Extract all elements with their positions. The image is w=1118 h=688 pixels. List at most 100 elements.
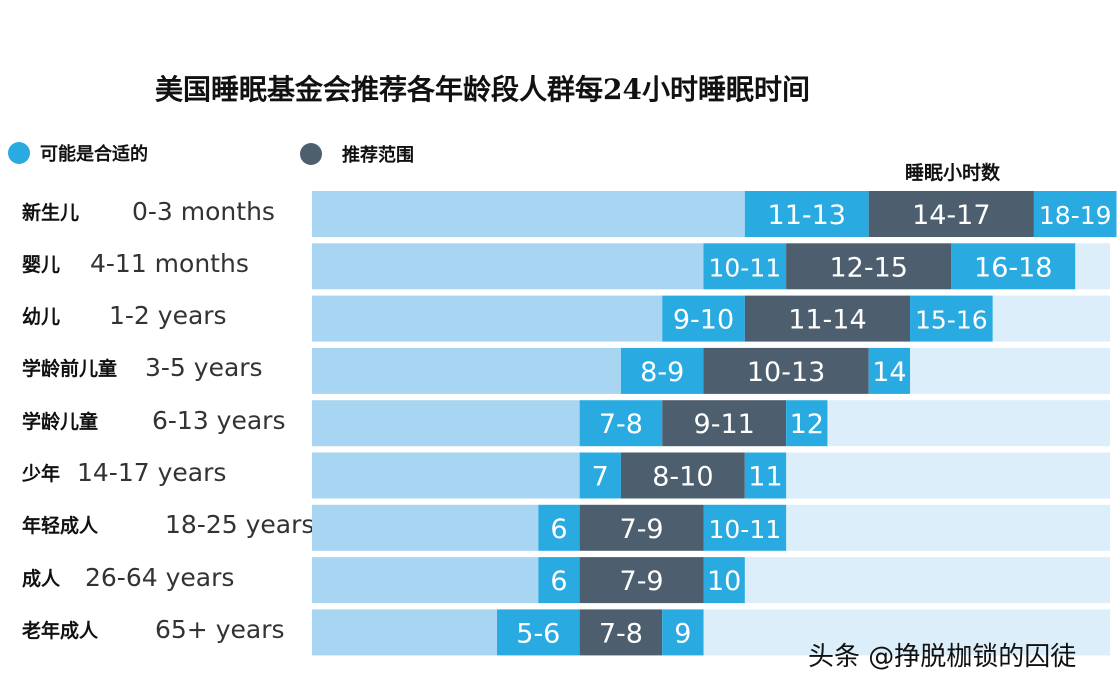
bar-background-right bbox=[703, 609, 1110, 656]
bar-segment-may-be-appropriate bbox=[786, 400, 828, 447]
bar-segment-recommended bbox=[703, 347, 869, 394]
bar-background-left bbox=[312, 347, 621, 394]
segment-label: 7 bbox=[592, 462, 609, 493]
segment-label: 6 bbox=[550, 566, 567, 597]
segment-label: 9-11 bbox=[694, 409, 755, 440]
bar-segment-may-be-appropriate bbox=[703, 504, 787, 551]
bar-segment-recommended bbox=[786, 243, 952, 290]
legend-item-recommended: 推荐范围 bbox=[300, 141, 414, 167]
chart-row: 11-13 14-17 18-19 bbox=[312, 191, 1117, 237]
segment-label: 15-16 bbox=[915, 306, 988, 335]
chart-row: 8-9 10-13 14 bbox=[312, 347, 1110, 394]
legend-dot-icon bbox=[300, 143, 322, 165]
row-label: 新生儿 0-3 months bbox=[22, 188, 275, 234]
row-label: 幼儿 1-2 years bbox=[22, 293, 227, 339]
segment-label: 7-9 bbox=[620, 514, 664, 545]
segment-label: 18-19 bbox=[1039, 201, 1112, 230]
age-group-label: 成人 bbox=[22, 567, 61, 590]
row-label: 老年成人 65+ years bbox=[22, 606, 285, 652]
legend-label: 可能是合适的 bbox=[40, 144, 148, 165]
row-label: 年轻成人 18-25 years bbox=[22, 502, 314, 548]
bar-segment-recommended bbox=[662, 400, 787, 447]
bar-background-left bbox=[312, 243, 704, 290]
age-group-label: 新生儿 bbox=[22, 201, 80, 224]
bar-background-right bbox=[786, 504, 1110, 551]
bar-segment-recommended bbox=[744, 295, 911, 342]
bar-background-right bbox=[786, 452, 1110, 499]
row-label: 婴儿 4-11 months bbox=[22, 240, 249, 286]
segment-label: 7-8 bbox=[599, 409, 643, 440]
age-range-label: 26-64 years bbox=[85, 562, 235, 592]
row-label: 少年 14-17 years bbox=[22, 450, 226, 496]
bar-segment-may-be-appropriate bbox=[703, 557, 745, 604]
age-group-label: 学龄前儿童 bbox=[22, 358, 118, 381]
segment-label: 9-10 bbox=[673, 305, 734, 336]
age-group-label: 学龄儿童 bbox=[22, 410, 99, 433]
chart-row: 6 7-9 10-11 bbox=[312, 504, 1110, 551]
chart-row: 7-8 9-11 12 bbox=[312, 400, 1110, 447]
bar-segment-may-be-appropriate bbox=[868, 347, 911, 394]
age-range-label: 65+ years bbox=[155, 614, 285, 644]
chart-row: 9-10 11-14 15-16 bbox=[312, 295, 1110, 342]
chart-row: 10-11 12-15 16-18 bbox=[312, 243, 1110, 290]
segment-label: 8-9 bbox=[640, 357, 684, 388]
bar-background-left bbox=[312, 609, 498, 656]
bar-background-right bbox=[992, 295, 1110, 342]
bar-segment-may-be-appropriate bbox=[910, 295, 993, 342]
segment-label: 12 bbox=[790, 409, 824, 440]
segment-label: 11-13 bbox=[768, 200, 846, 231]
segment-label: 6 bbox=[550, 514, 567, 545]
row-label: 学龄前儿童 3-5 years bbox=[22, 345, 263, 391]
chart-row: 6 7-9 10 bbox=[312, 557, 1110, 604]
bar-segment-recommended bbox=[868, 191, 1034, 237]
bar-segment-may-be-appropriate bbox=[703, 243, 787, 290]
bar-segment-may-be-appropriate bbox=[497, 609, 580, 656]
age-group-label: 少年 bbox=[22, 463, 61, 485]
bar-background-left bbox=[312, 400, 580, 447]
segment-label: 8-10 bbox=[652, 462, 713, 493]
bar-segment-may-be-appropriate bbox=[579, 400, 663, 447]
bar-segment-may-be-appropriate bbox=[620, 347, 704, 394]
row-label: 成人 26-64 years bbox=[22, 554, 234, 600]
segment-label: 7-8 bbox=[599, 618, 643, 649]
bar-segment-recommended bbox=[579, 557, 704, 604]
legend-label: 推荐范围 bbox=[342, 145, 414, 166]
chart-title: 美国睡眠基金会推荐各年龄段人群每24小时睡眠时间 bbox=[155, 73, 810, 106]
bar-segment-may-be-appropriate bbox=[662, 295, 745, 342]
age-range-label: 0-3 months bbox=[132, 196, 275, 226]
bar-background-left bbox=[312, 504, 539, 551]
bar-segment-may-be-appropriate bbox=[744, 452, 787, 499]
bar-background-right bbox=[744, 557, 1110, 604]
age-range-label: 1-2 years bbox=[109, 301, 227, 331]
row-label: 学龄儿童 6-13 years bbox=[22, 397, 285, 443]
segment-label: 11 bbox=[748, 462, 782, 493]
bar-segment-recommended bbox=[579, 609, 663, 656]
x-axis-label: 睡眠小时数 bbox=[905, 162, 1001, 184]
age-range-label: 6-13 years bbox=[152, 405, 286, 435]
chart-row: 7 8-10 11 bbox=[312, 452, 1110, 499]
chart-row: 5-6 7-8 9 bbox=[312, 609, 1110, 656]
bar-segment-may-be-appropriate bbox=[1033, 191, 1117, 237]
bar-segment-may-be-appropriate bbox=[951, 243, 1076, 290]
bar-segment-may-be-appropriate bbox=[538, 504, 580, 551]
bar-background-left bbox=[312, 452, 580, 499]
bar-background-left bbox=[312, 557, 539, 604]
age-group-label: 老年成人 bbox=[22, 619, 99, 642]
age-range-label: 3-5 years bbox=[145, 353, 263, 383]
bar-background-left bbox=[312, 191, 745, 237]
bar-background-right bbox=[827, 400, 1110, 447]
age-group-label: 婴儿 bbox=[22, 253, 61, 276]
segment-label: 11-14 bbox=[788, 305, 866, 336]
age-group-label: 幼儿 bbox=[22, 306, 61, 329]
segment-label: 10-11 bbox=[708, 253, 781, 282]
segment-label: 10 bbox=[707, 566, 741, 597]
segment-label: 5-6 bbox=[516, 618, 560, 649]
segment-label: 10-11 bbox=[708, 515, 781, 544]
bar-segment-may-be-appropriate bbox=[579, 452, 621, 499]
segment-label: 10-13 bbox=[747, 357, 825, 388]
bar-segment-may-be-appropriate bbox=[662, 609, 704, 656]
segment-label: 16-18 bbox=[974, 252, 1052, 283]
bar-background-right bbox=[910, 347, 1110, 394]
age-range-label: 18-25 years bbox=[165, 510, 315, 540]
